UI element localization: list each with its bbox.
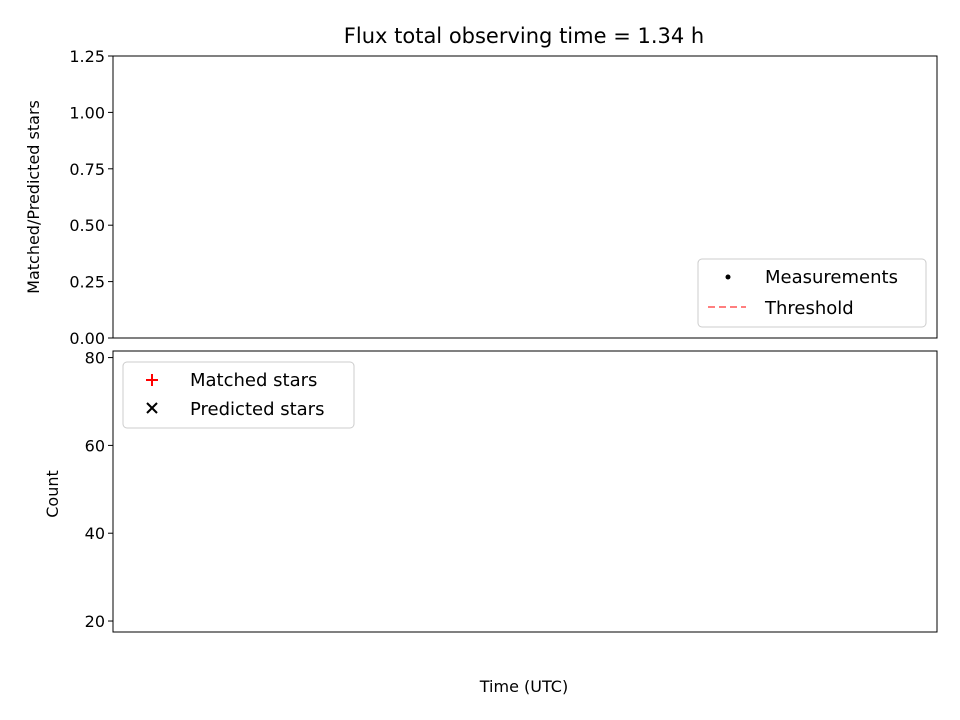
- bottom-ytick-label: 60: [85, 436, 105, 455]
- legend-measurements-label: Measurements: [765, 267, 898, 288]
- top-legend: Measurements Threshold: [697, 258, 927, 328]
- top-axes-frame: [112, 55, 938, 339]
- top-ytick-label: 0.50: [69, 216, 105, 235]
- legend-measurements-marker: [725, 274, 731, 280]
- bottom-ytick-label: 20: [85, 612, 105, 631]
- top-ytick-label: 0.75: [69, 160, 105, 179]
- bottom-y-axis-label: Count: [43, 470, 62, 518]
- legend-threshold-label: Threshold: [764, 298, 854, 319]
- bottom-panel: Count Time (UTC) 2040608016:0018:0020:00…: [43, 349, 938, 696]
- top-panel: Flux total observing time = 1.34 h Match…: [24, 24, 938, 348]
- bottom-x-axis-label: Time (UTC): [479, 677, 568, 696]
- bottom-axis-ticks: 2040608016:0018:0020:0022:0000:0002:0004…: [85, 349, 113, 631]
- top-ytick-label: 0.00: [69, 329, 105, 348]
- top-ytick-label: 1.00: [69, 103, 105, 122]
- top-axis-ticks: 0.00 0.25 0.50 0.75 1.00 1.25: [69, 47, 113, 348]
- top-chart-title: Flux total observing time = 1.34 h: [344, 24, 704, 48]
- legend-matched-marker: [146, 374, 158, 386]
- top-y-axis-label: Matched/Predicted stars: [24, 100, 43, 294]
- top-ytick-label: 0.25: [69, 273, 105, 292]
- bottom-legend: Matched stars Predicted stars: [122, 361, 355, 429]
- top-legend-box: [697, 258, 927, 328]
- bottom-ytick-label: 80: [85, 349, 105, 368]
- legend-predicted-label: Predicted stars: [190, 399, 324, 420]
- top-ytick-label: 1.25: [69, 47, 105, 66]
- bottom-ytick-label: 40: [85, 524, 105, 543]
- bottom-legend-box: [122, 361, 355, 429]
- legend-matched-label: Matched stars: [190, 370, 317, 391]
- legend-predicted-marker: [146, 402, 158, 414]
- bottom-axes-frame: [112, 350, 938, 633]
